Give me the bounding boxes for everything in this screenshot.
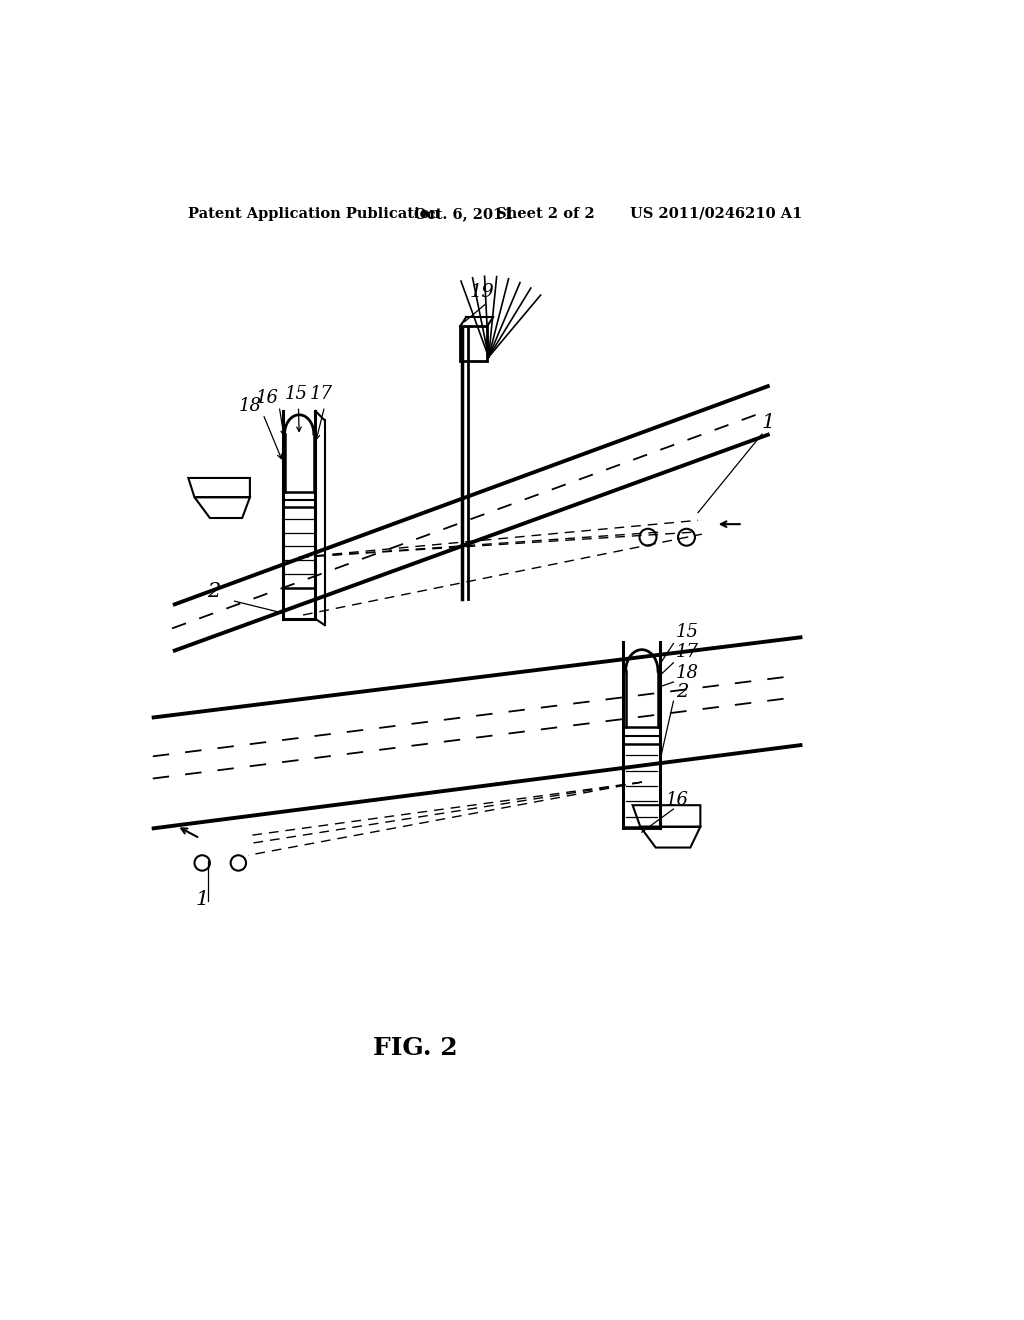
Text: Patent Application Publication: Patent Application Publication [188, 207, 440, 220]
Text: 15: 15 [285, 384, 307, 403]
Text: 2: 2 [676, 684, 688, 701]
Text: 18: 18 [239, 397, 261, 414]
Text: 1: 1 [196, 890, 209, 909]
Text: Sheet 2 of 2: Sheet 2 of 2 [497, 207, 595, 220]
Text: 2: 2 [208, 582, 221, 602]
Text: 17: 17 [676, 643, 698, 661]
Bar [460, 326, 487, 360]
Text: Oct. 6, 2011: Oct. 6, 2011 [414, 207, 513, 220]
Text: 18: 18 [676, 664, 698, 682]
Text: 19: 19 [469, 282, 495, 301]
Text: 15: 15 [676, 623, 698, 642]
Text: 17: 17 [310, 384, 333, 403]
Bar [283, 507, 315, 589]
Text: US 2011/0246210 A1: US 2011/0246210 A1 [630, 207, 802, 220]
Bar [624, 743, 660, 826]
Text: 16: 16 [255, 389, 279, 408]
Text: 16: 16 [666, 791, 689, 809]
Text: FIG. 2: FIG. 2 [373, 1036, 458, 1060]
Text: 1: 1 [762, 413, 775, 432]
